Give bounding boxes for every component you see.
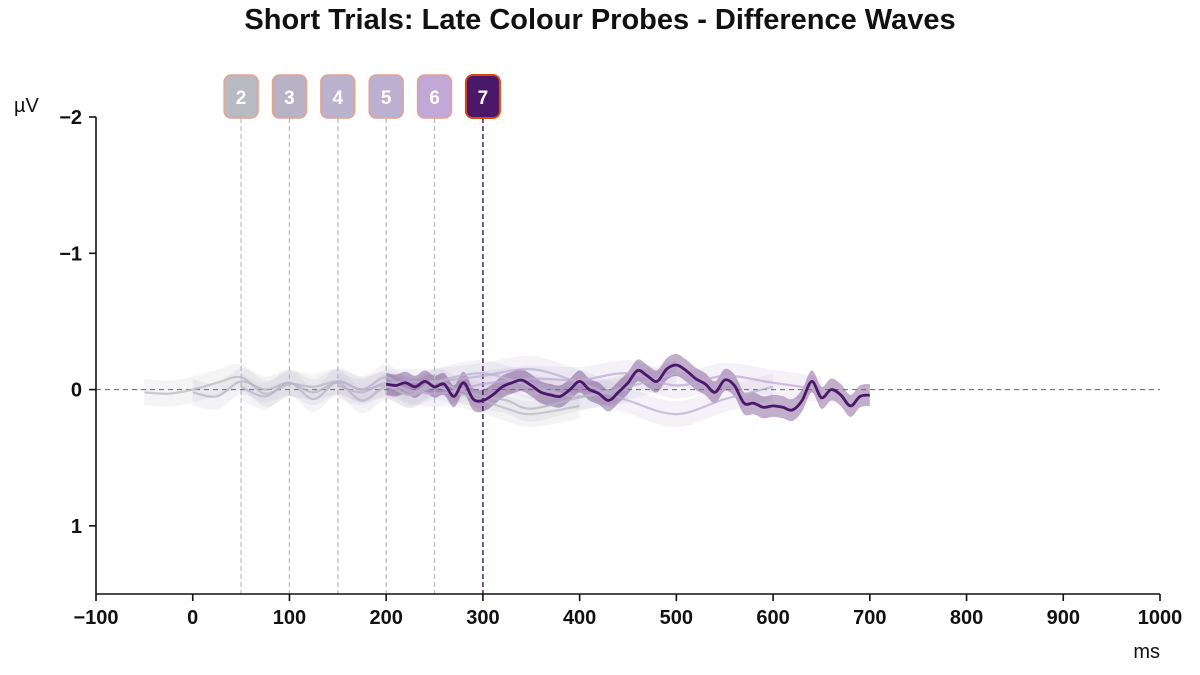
- chart-title: Short Trials: Late Colour Probes - Diffe…: [244, 4, 956, 36]
- probe-marker-label: 7: [478, 88, 489, 109]
- y-tick-label: −2: [59, 107, 82, 129]
- confidence-band-2: [144, 363, 580, 428]
- confidence-band-4: [241, 360, 677, 413]
- probe-marker-3[interactable]: 3: [271, 74, 308, 119]
- probe-marker-box[interactable]: [320, 74, 356, 119]
- x-tick-label: 600: [756, 607, 789, 629]
- x-tick-label: 200: [369, 607, 402, 629]
- series-line-3: [192, 380, 629, 410]
- probe-marker-4[interactable]: 4: [320, 74, 356, 119]
- probe-marker-box[interactable]: [271, 74, 308, 119]
- y-tick-label: 1: [71, 516, 82, 538]
- y-tick-label: 0: [71, 380, 82, 402]
- x-tick-label: 100: [273, 607, 306, 629]
- probe-marker-7[interactable]: 7: [464, 74, 501, 119]
- series-line-5: [337, 367, 774, 416]
- probe-marker-2[interactable]: 2: [223, 74, 259, 119]
- probe-marker-6[interactable]: 6: [416, 74, 453, 119]
- probe-marker-label: 3: [284, 88, 295, 109]
- axes: [89, 116, 1161, 601]
- y-tick-label: −1: [59, 243, 82, 265]
- series-line-4: [240, 372, 677, 401]
- x-tick-label: 1000: [1138, 607, 1183, 629]
- probe-marker-box[interactable]: [416, 74, 453, 119]
- probe-markers[interactable]: 2 3 4 5 6 7: [223, 74, 501, 119]
- x-tick-label: 700: [853, 607, 886, 629]
- probe-marker-label: 4: [333, 88, 344, 109]
- probe-marker-5[interactable]: 5: [368, 74, 404, 119]
- series-line-7: [385, 363, 871, 412]
- x-tick-label: 900: [1047, 607, 1080, 629]
- probe-marker-box[interactable]: [223, 74, 259, 119]
- probe-marker-label: 2: [236, 88, 247, 109]
- probe-marker-box[interactable]: [368, 74, 404, 119]
- x-tick-label: 300: [466, 607, 499, 629]
- x-tick-label: −100: [73, 607, 118, 629]
- tick-labels: −100 0 100 200 300 400 500 600 700 800 900 1000 −2 −1…: [14, 95, 1182, 663]
- probe-marker-label: 6: [429, 88, 440, 109]
- x-tick-label: 500: [660, 607, 693, 629]
- x-tick-label: 0: [187, 607, 198, 629]
- x-axis-unit-label: ms: [1133, 641, 1160, 663]
- confidence-band-6: [386, 360, 822, 407]
- x-tick-label: 400: [563, 607, 596, 629]
- onset-lines: [240, 118, 484, 594]
- probe-marker-label: 5: [381, 88, 392, 109]
- series-lines: [144, 363, 871, 416]
- confidence-band-5: [337, 355, 774, 428]
- x-tick-label: 800: [950, 607, 983, 629]
- probe-marker-box[interactable]: [464, 74, 501, 119]
- y-axis-unit-label: µV: [14, 95, 40, 117]
